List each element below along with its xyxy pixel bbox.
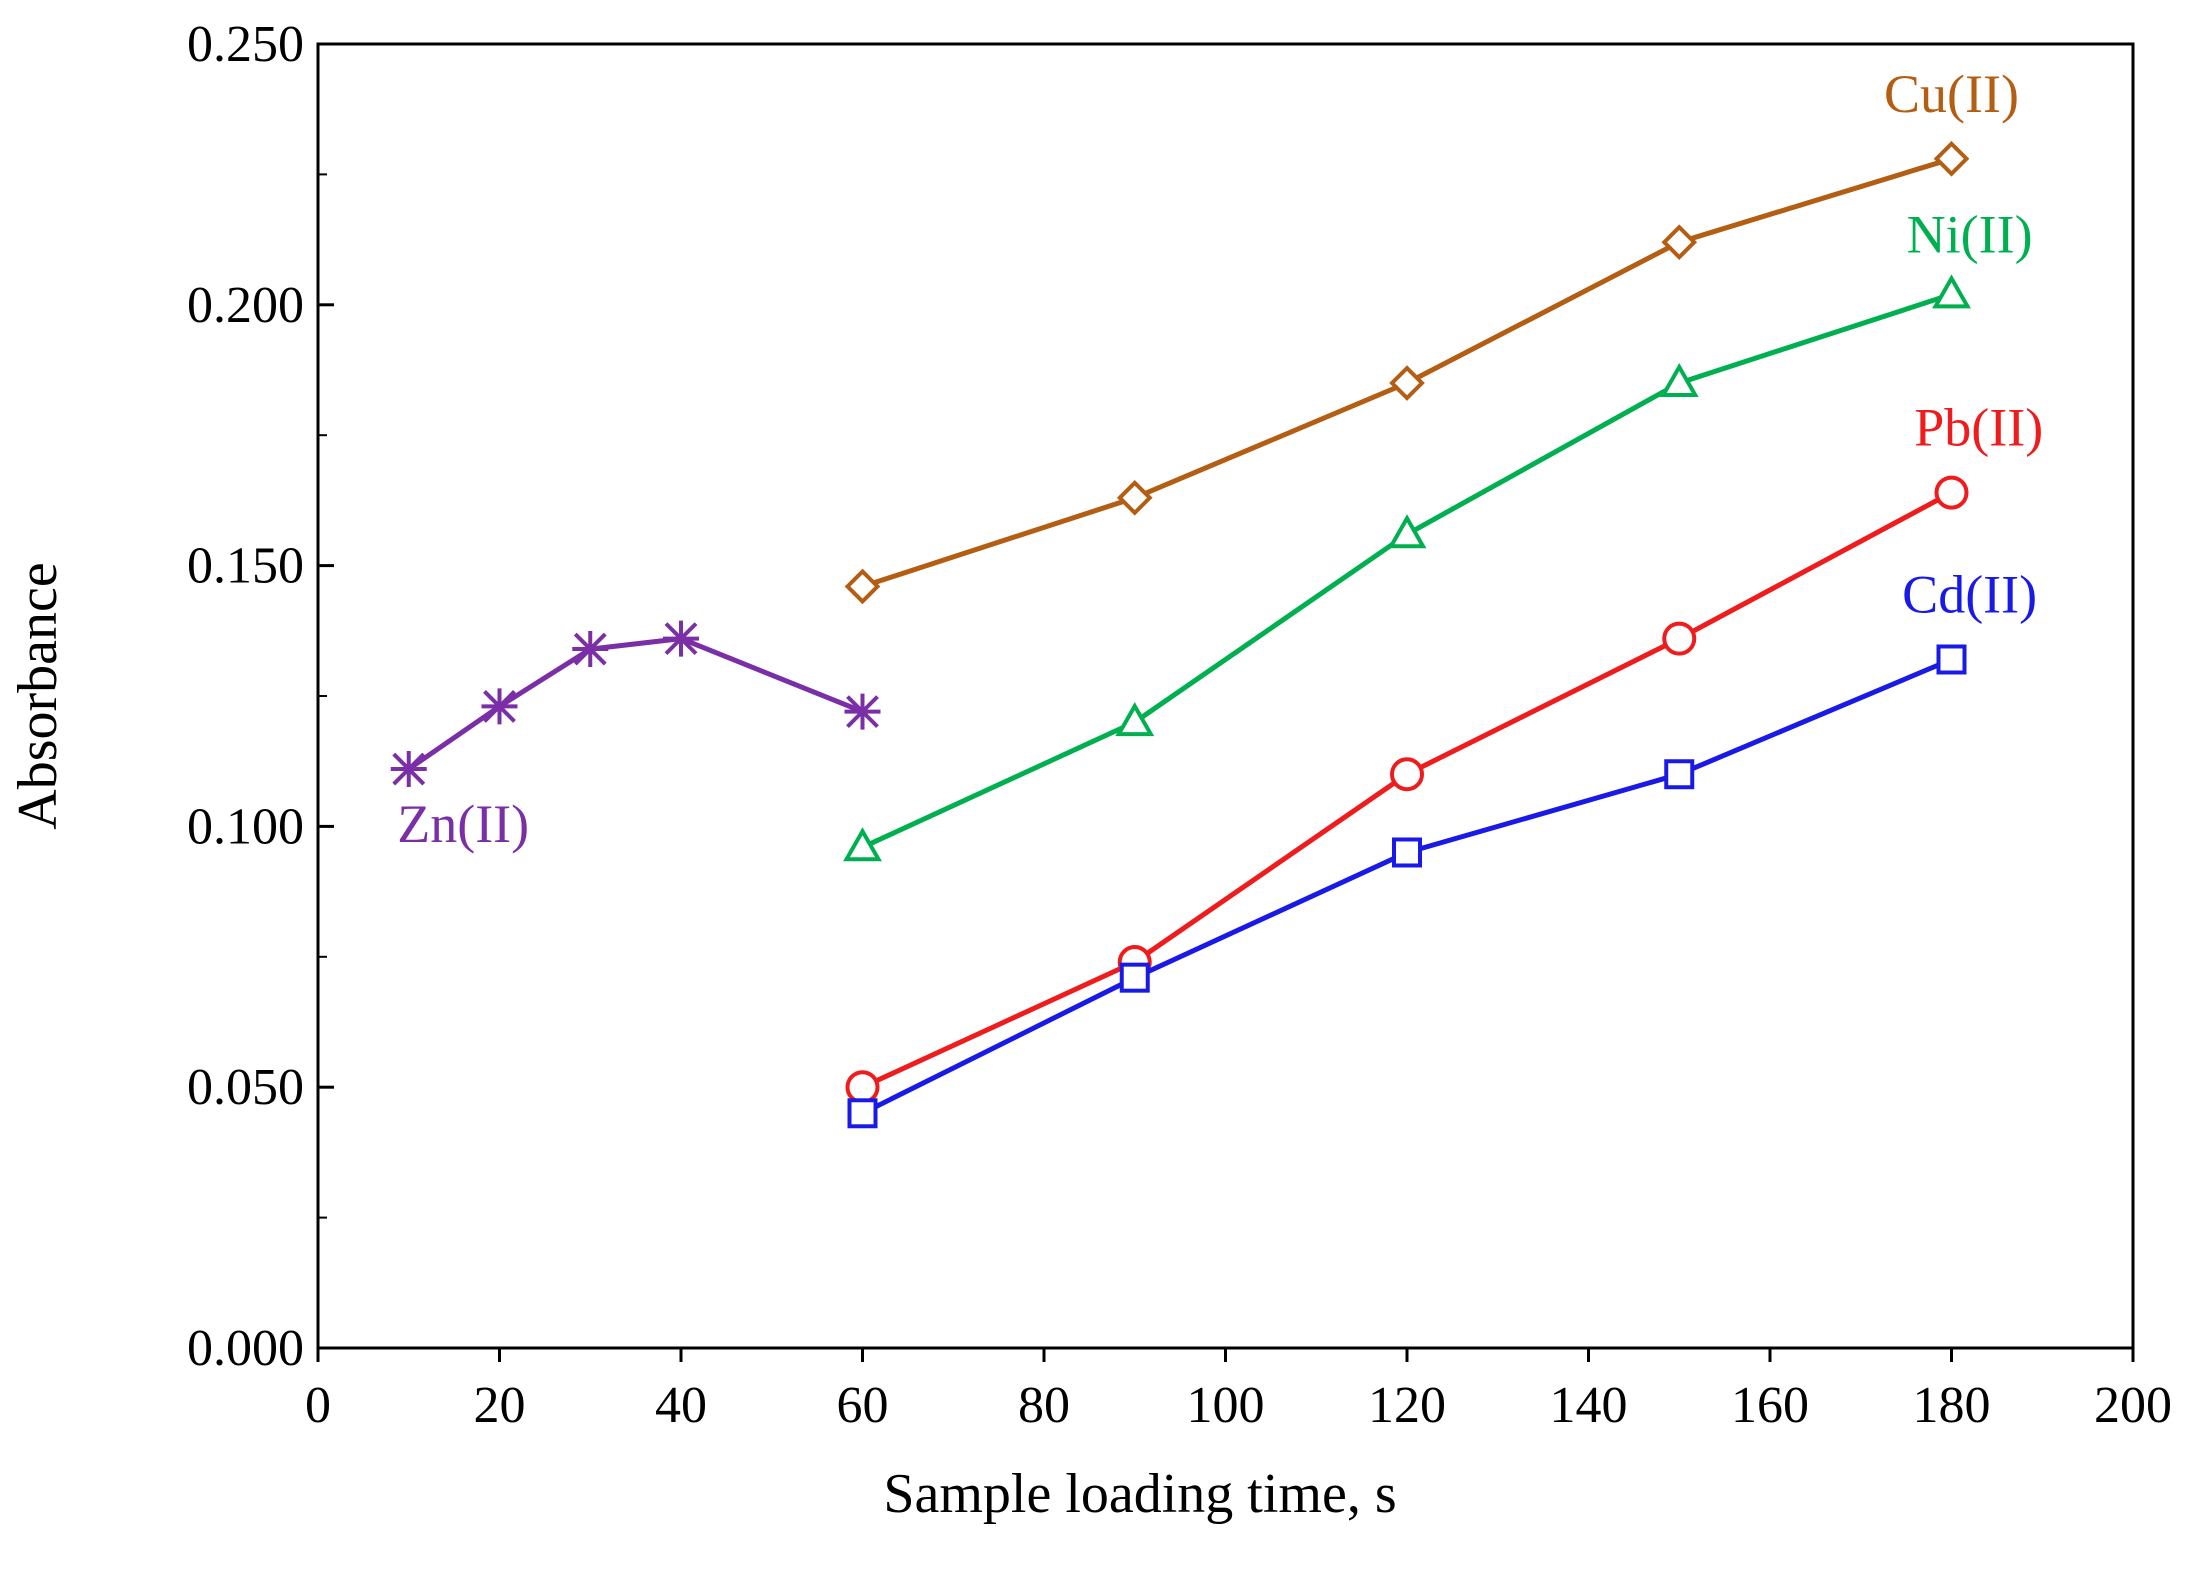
series-pb-ii: Pb(II) [845,398,2043,1105]
data-point-square [847,1098,878,1129]
data-point-diamond [1661,224,1698,261]
x-tick-label: 120 [1368,1377,1446,1434]
x-tick-label: 200 [2094,1377,2172,1434]
data-point-diamond [1116,479,1153,516]
data-point-circle [1390,757,1424,792]
data-point-star [844,693,881,730]
x-tick-label: 100 [1187,1377,1265,1434]
data-point-circle [845,1070,880,1105]
y-tick-label: 0.000 [187,1320,304,1377]
data-point-diamond [1389,365,1425,401]
data-point-triangle [1932,274,1971,309]
y-tick-label: 0.150 [187,538,304,595]
x-axis: 0 20 40 60 80 100 120 140 160 180 200 [305,1348,2172,1434]
x-tick-label: 60 [837,1377,889,1434]
series-line [407,636,864,772]
data-point-star [481,688,518,725]
data-point-circle [1934,475,1969,510]
data-point-star [572,631,609,668]
series-label: Cu(II) [1884,64,2019,124]
data-point-star [390,751,427,788]
data-point-triangle [1115,702,1155,737]
y-axis-title: Absorbance [7,562,69,829]
data-point-triangle [1659,363,1699,398]
series-cu-ii: Cu(II) [844,64,2019,605]
data-point-square [1664,759,1695,790]
data-point-star [663,620,699,657]
series-cd-ii: Cd(II) [847,565,2037,1129]
series-label: Cd(II) [1902,565,2037,625]
x-tick-label: 20 [474,1377,526,1434]
data-point-diamond [1933,140,1970,177]
data-point-circle [1662,621,1697,656]
data-point-square [1936,644,1967,675]
y-axis: 0.000 0.050 0.100 0.150 0.200 0.250 [187,16,334,1377]
data-point-square [1392,837,1422,868]
series-layer: Cu(II) Ni(II) Pb(II) Cd(II) Zn(II) [390,64,2043,1129]
data-point-square [1119,962,1150,993]
y-tick-label: 0.200 [187,277,304,334]
series-label: Ni(II) [1907,205,2033,265]
series-zn-ii: Zn(II) [390,620,881,854]
series-line [861,657,1953,1116]
x-tick-label: 180 [1913,1377,1991,1434]
y-tick-label: 0.050 [187,1059,304,1116]
x-tick-label: 40 [655,1377,707,1434]
x-tick-label: 140 [1550,1377,1628,1434]
x-axis-title: Sample loading time, s [883,1463,1396,1525]
x-tick-label: 0 [305,1377,331,1434]
data-point-diamond [844,568,881,605]
series-label: Zn(II) [397,794,529,854]
x-tick-label: 160 [1731,1377,1809,1434]
series-label: Pb(II) [1914,398,2043,458]
y-tick-label: 0.250 [187,16,304,73]
series-ni-ii: Ni(II) [843,205,2033,862]
y-tick-label: 0.100 [187,798,304,855]
data-point-triangle [1387,514,1427,549]
data-point-triangle [843,827,882,862]
x-tick-label: 80 [1018,1377,1070,1434]
